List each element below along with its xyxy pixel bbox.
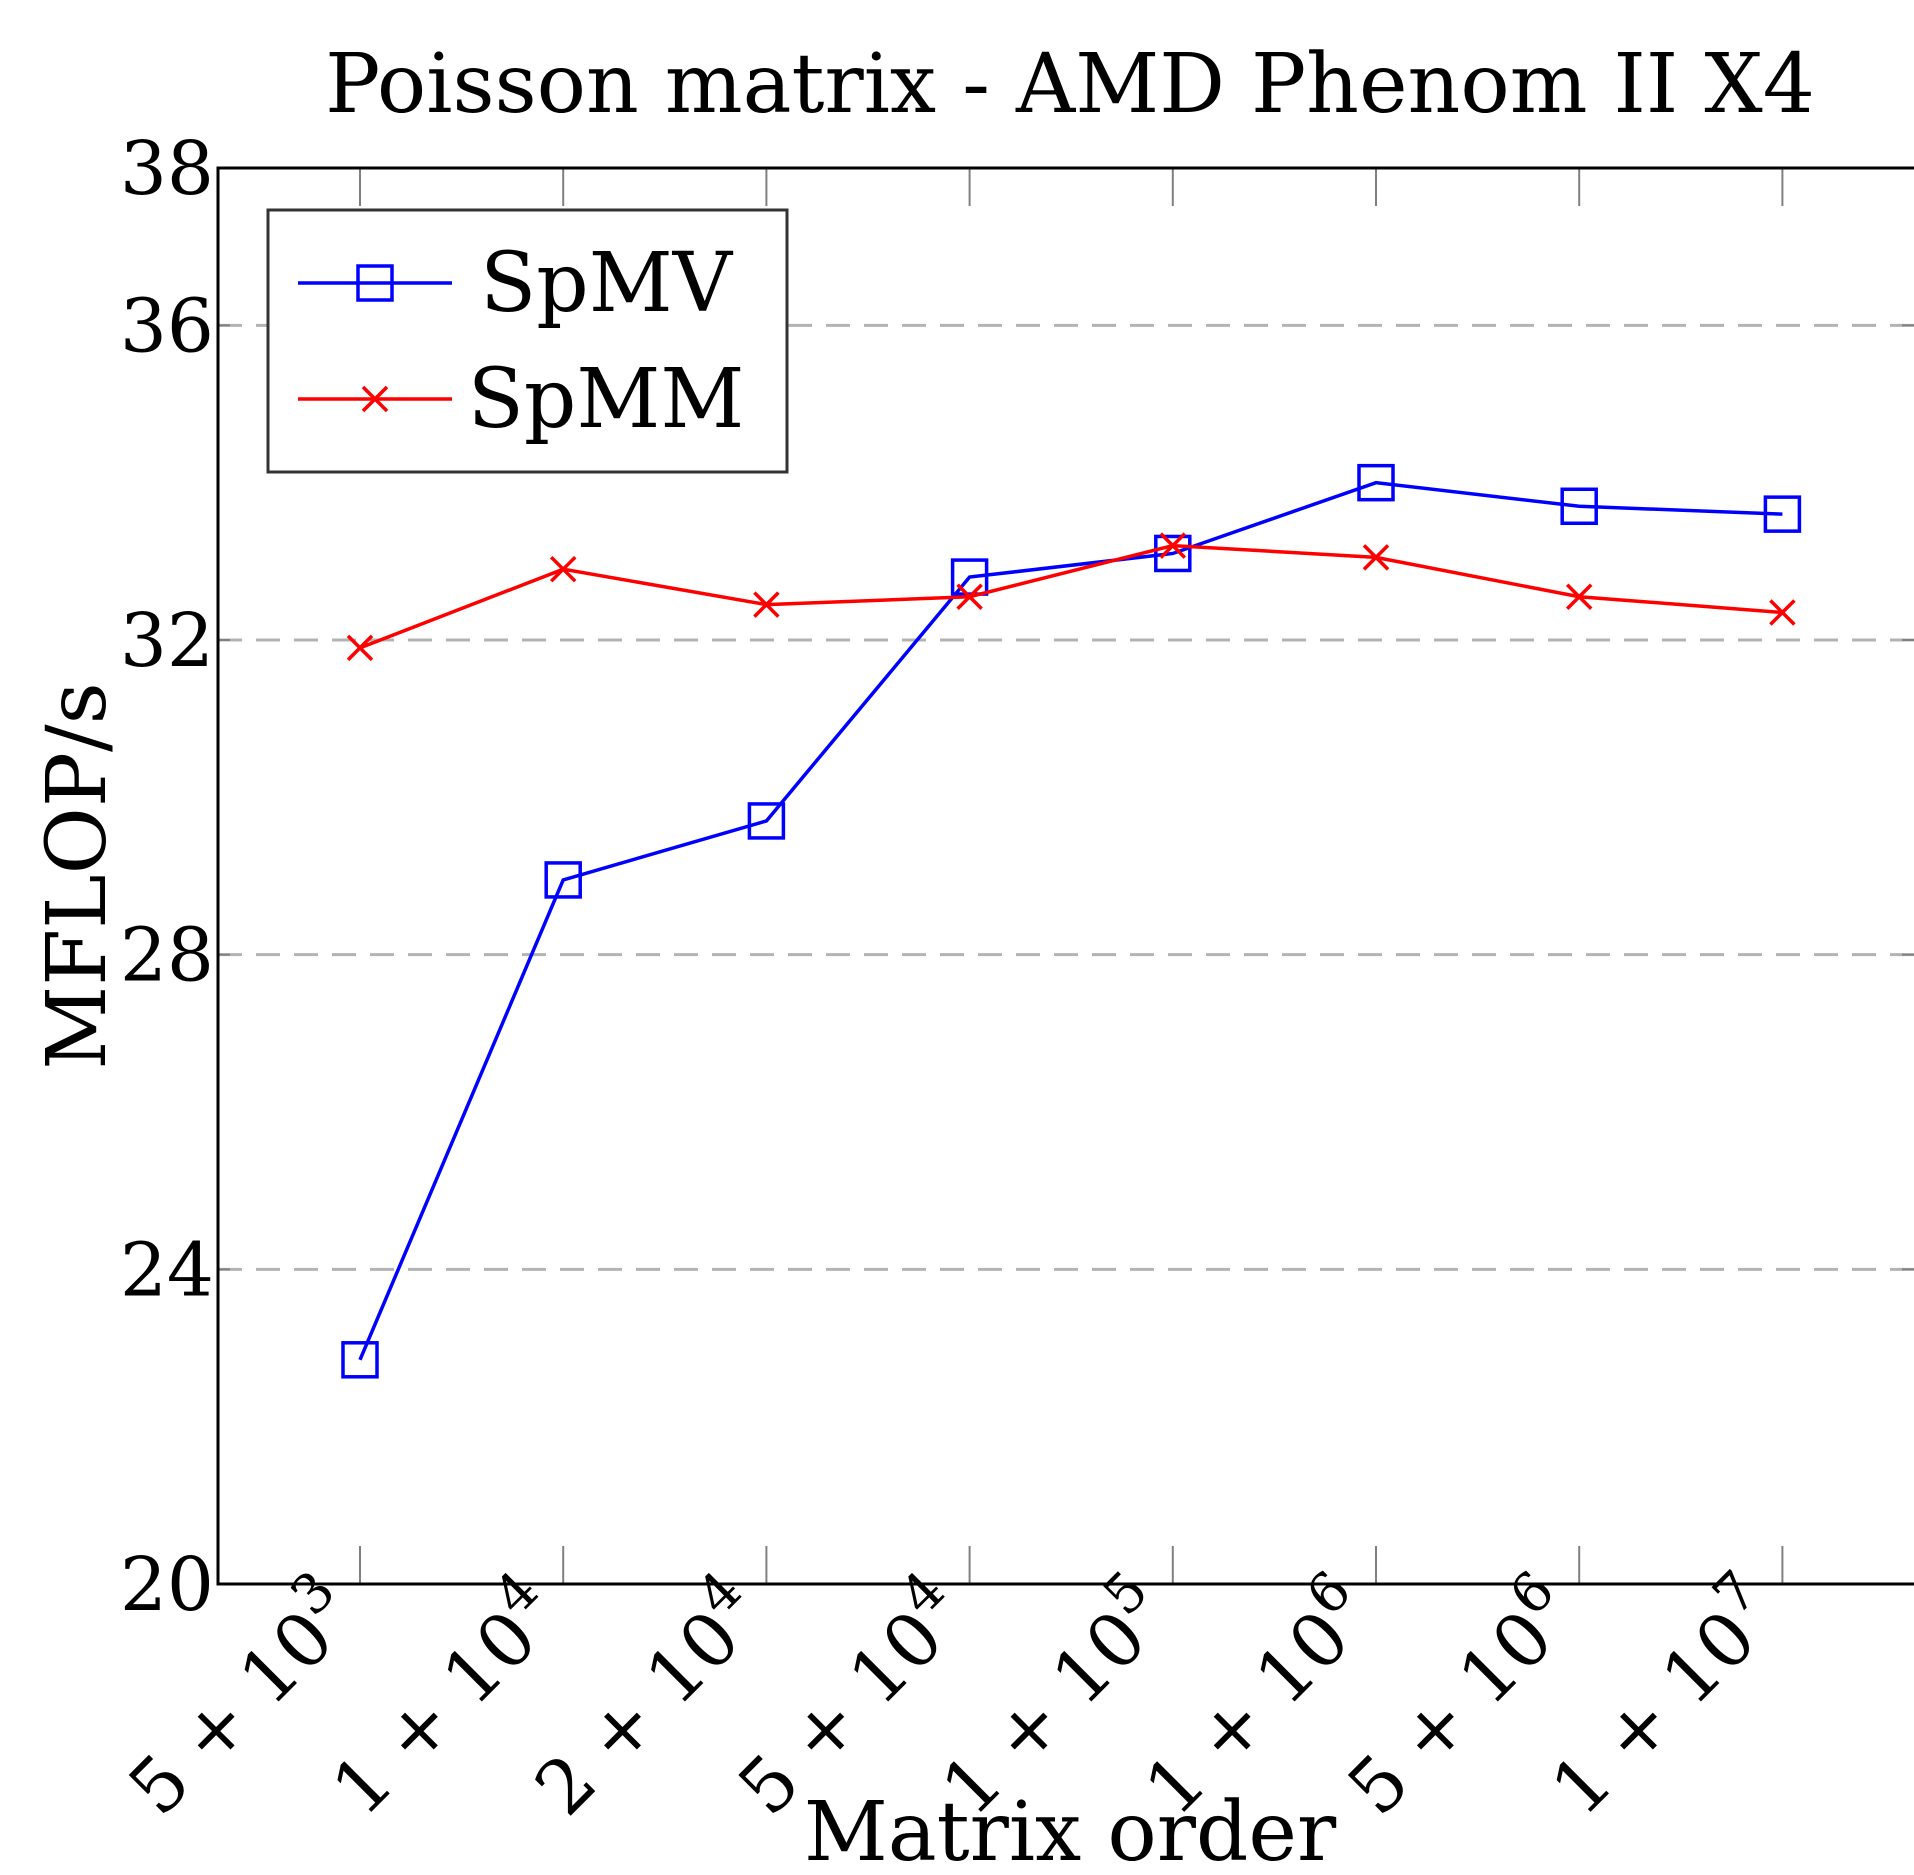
data-point-square (1154, 534, 1192, 573)
x-axis-label: Matrix order (804, 1785, 1337, 1870)
data-point-x (956, 583, 983, 610)
legend-box (266, 208, 789, 474)
svg-text:1 + 104: 1 + 104 (305, 1559, 578, 1832)
legend-item-spmm: SpMM (298, 352, 744, 447)
data-point-x (361, 385, 389, 413)
legend: SpMV SpMM (266, 208, 789, 474)
x-tick-base: 2 + 10 (519, 1594, 757, 1832)
x-tick-label: 1 + 107 (1524, 1559, 1797, 1832)
y-tick-label: 32 (120, 598, 214, 684)
data-point-x (753, 591, 780, 618)
y-tick-label: 38 (120, 126, 214, 212)
y-tick-label: 28 (120, 913, 214, 999)
data-point-square (1357, 463, 1395, 502)
plot-frame (216, 166, 1914, 1586)
data-point-x (346, 634, 374, 662)
series-layer (341, 463, 1802, 1379)
data-point-x (1159, 532, 1187, 559)
data-point-x (549, 555, 577, 583)
series-spmm (346, 532, 1796, 662)
legend-item-spmv: SpMV (298, 236, 734, 331)
series-line (358, 480, 1783, 1361)
data-point-square (1560, 487, 1598, 526)
x-tick-base: 1 + 10 (1535, 1594, 1773, 1832)
x-tick-base: 5 + 10 (113, 1594, 351, 1832)
legend-label: SpMV (480, 236, 734, 331)
svg-text:1 + 107: 1 + 107 (1524, 1559, 1797, 1832)
data-point-square (747, 802, 786, 840)
data-point-square (1763, 495, 1802, 533)
legend-label: SpMM (468, 352, 745, 447)
x-tick-label: 5 + 106 (1321, 1559, 1594, 1832)
data-point-x (1362, 544, 1390, 571)
x-tick-base: 5 + 10 (1332, 1594, 1570, 1832)
data-point-square (950, 558, 989, 596)
series-line (359, 543, 1783, 650)
data-point-square (356, 264, 394, 302)
data-point-square (341, 1341, 379, 1379)
x-tick-label: 1 + 104 (305, 1559, 578, 1832)
y-axis-label: MFLOP/s (30, 682, 125, 1069)
svg-text:2 + 104: 2 + 104 (508, 1559, 781, 1832)
data-point-x (1565, 583, 1593, 610)
y-axis-ticks: 20 24 28 32 36 38 (120, 126, 1914, 1628)
chart-title: Poisson matrix - AMD Phenom II X4 (325, 37, 1815, 132)
x-tick-label: 2 + 104 (508, 1559, 781, 1832)
y-tick-label: 20 (120, 1542, 214, 1628)
data-point-square (544, 861, 582, 899)
series-spmv (341, 463, 1802, 1379)
svg-text:5 + 106: 5 + 106 (1321, 1559, 1594, 1832)
x-tick-base: 1 + 10 (316, 1594, 554, 1832)
y-tick-label: 24 (120, 1227, 214, 1313)
y-tick-label: 36 (120, 283, 214, 369)
data-point-x (1769, 599, 1796, 626)
